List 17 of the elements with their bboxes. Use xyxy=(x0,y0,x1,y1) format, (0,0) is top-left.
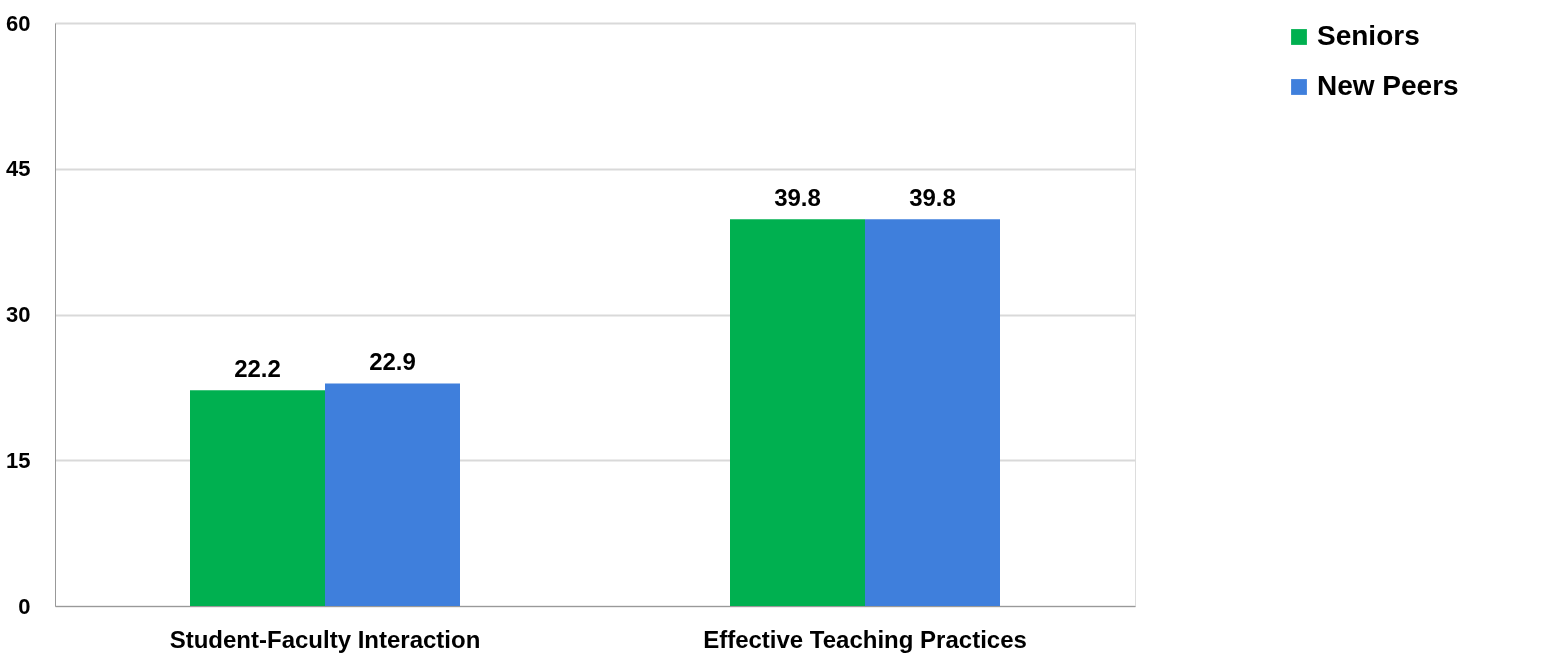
x-tick-label: Student-Faculty Interaction xyxy=(169,625,481,653)
bar xyxy=(325,383,460,606)
data-label: 39.8 xyxy=(909,184,956,212)
y-tick-label: 60 xyxy=(6,10,31,36)
legend-label: Seniors xyxy=(1317,20,1420,51)
data-label: 22.9 xyxy=(369,348,416,376)
y-tick-label: 0 xyxy=(18,593,31,619)
data-label: 22.2 xyxy=(234,355,281,383)
legend-label: New Peers xyxy=(1317,70,1459,101)
y-tick-label: 45 xyxy=(6,156,31,182)
bar xyxy=(865,219,1000,606)
y-tick-label: 30 xyxy=(6,302,31,327)
bar xyxy=(190,390,325,606)
bar xyxy=(730,219,865,606)
y-tick-label: 15 xyxy=(6,447,31,473)
x-tick-label: Effective Teaching Practices xyxy=(703,625,1027,653)
data-label: 39.8 xyxy=(774,184,821,212)
